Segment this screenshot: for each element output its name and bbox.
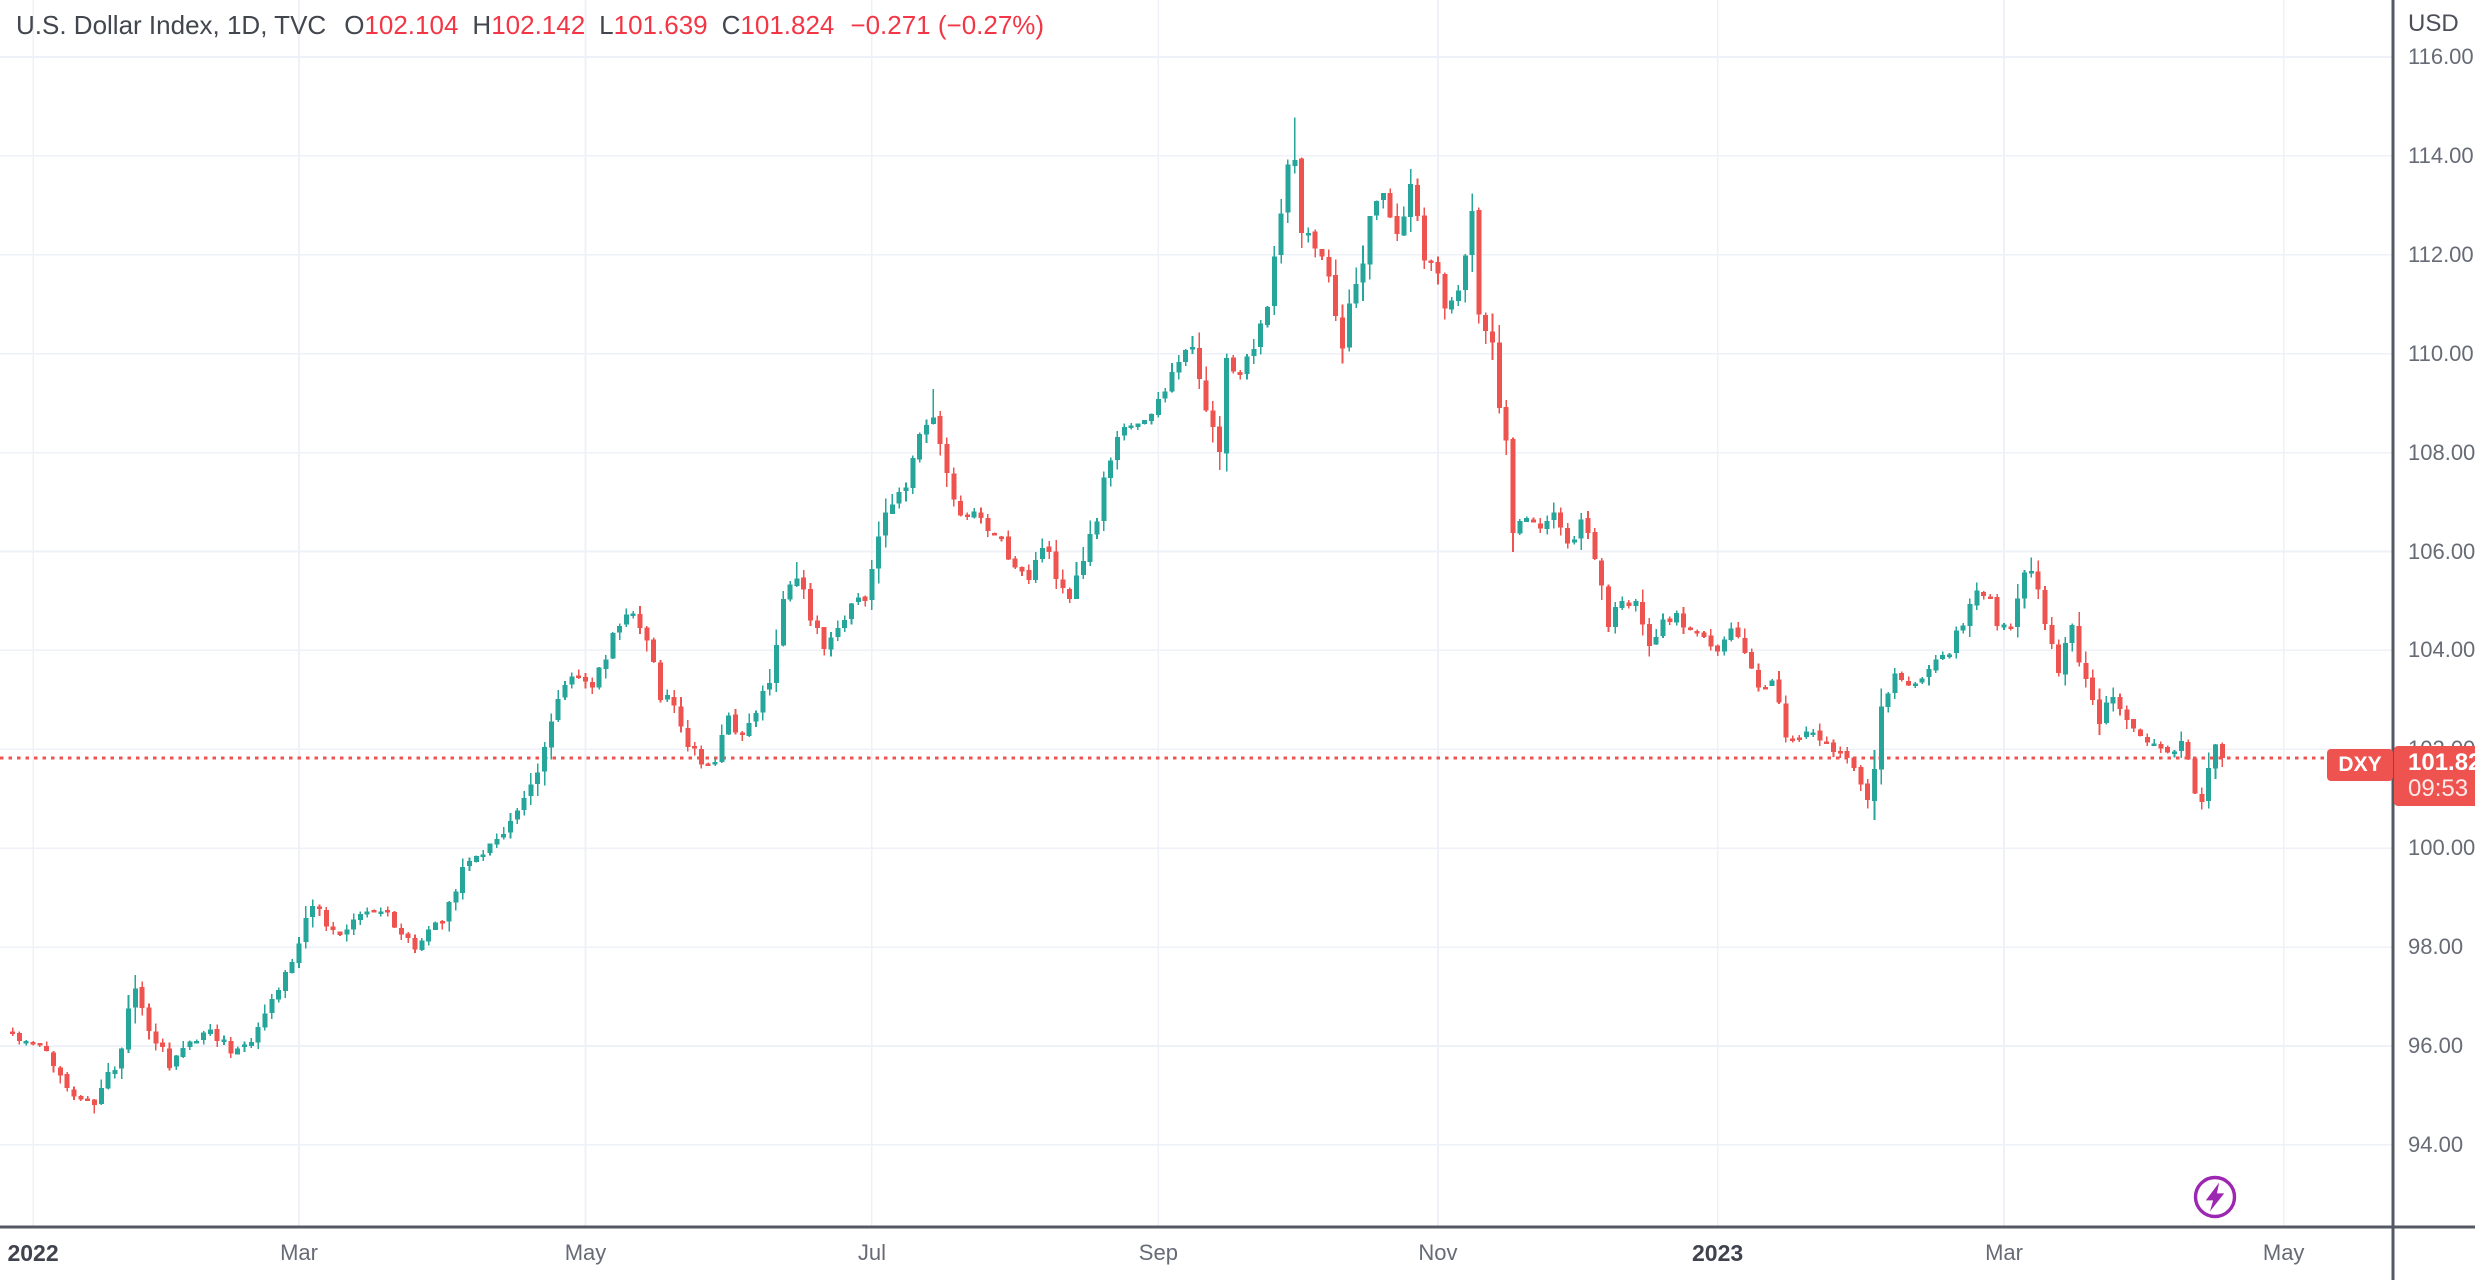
last-price-axis-label: 101.82 09:53 (2394, 746, 2475, 806)
time-tick-month-label: May (2262, 1240, 2305, 1265)
bar-countdown: 09:53 (2408, 775, 2469, 802)
grid-lines (0, 0, 2392, 1226)
time-tick-month-label: May (564, 1240, 607, 1265)
time-tick-year-label: 2022 (7, 1240, 59, 1266)
time-tick-month-label: Mar (1985, 1240, 2023, 1265)
time-tick-month-label: Jul (857, 1240, 886, 1265)
last-price-value: 101.82 (2408, 749, 2475, 776)
price-tick-label: 116.00 (2408, 44, 2474, 69)
legend-change: −0.271 (−0.27%) (850, 10, 1045, 40)
symbol-legend: U.S. Dollar Index, 1D, TVC O102.104 H102… (16, 10, 1044, 41)
price-tick-label: 106.00 (2408, 538, 2475, 564)
price-tick-label: 98.00 (2408, 934, 2464, 960)
price-tick-label: 94.00 (2408, 1131, 2464, 1157)
legend-low: L101.639 (599, 10, 708, 40)
price-axis[interactable]: USD 116.00 114.00 112.00 110.00 108.00 106.00… (2394, 0, 2475, 1226)
legend-high: H102.142 (472, 10, 586, 40)
time-axis[interactable]: 2022 Mar May Jul Sep Nov 2023 Mar May (0, 1228, 2475, 1280)
currency-label: USD (2408, 10, 2459, 37)
price-tick-label: 108.00 (2408, 439, 2475, 465)
price-tick-label: 110.00 (2408, 340, 2474, 366)
symbol-title[interactable]: U.S. Dollar Index, 1D, TVC (16, 10, 327, 40)
time-tick-month-label: Nov (1418, 1240, 1458, 1265)
time-tick-month-label: Mar (280, 1240, 318, 1265)
candlestick-series (10, 117, 2225, 1114)
price-tick-label: 104.00 (2408, 637, 2475, 663)
time-tick-year-label: 2023 (1692, 1240, 1744, 1266)
quick-order-button[interactable] (2191, 1173, 2239, 1221)
price-tick-label: 114.00 (2408, 142, 2474, 168)
legend-close: C101.824 (721, 10, 835, 40)
legend-open: O102.104 (344, 10, 459, 40)
price-line-symbol-flag: DXY (2327, 749, 2393, 781)
price-line-symbol-text: DXY (2338, 753, 2382, 776)
price-tick-label: 100.00 (2408, 835, 2475, 861)
lightning-bolt-icon (2193, 1175, 2237, 1219)
time-tick-month-label: Sep (1138, 1240, 1178, 1265)
price-tick-label: 112.00 (2408, 241, 2474, 267)
price-tick-label: 96.00 (2408, 1033, 2464, 1058)
